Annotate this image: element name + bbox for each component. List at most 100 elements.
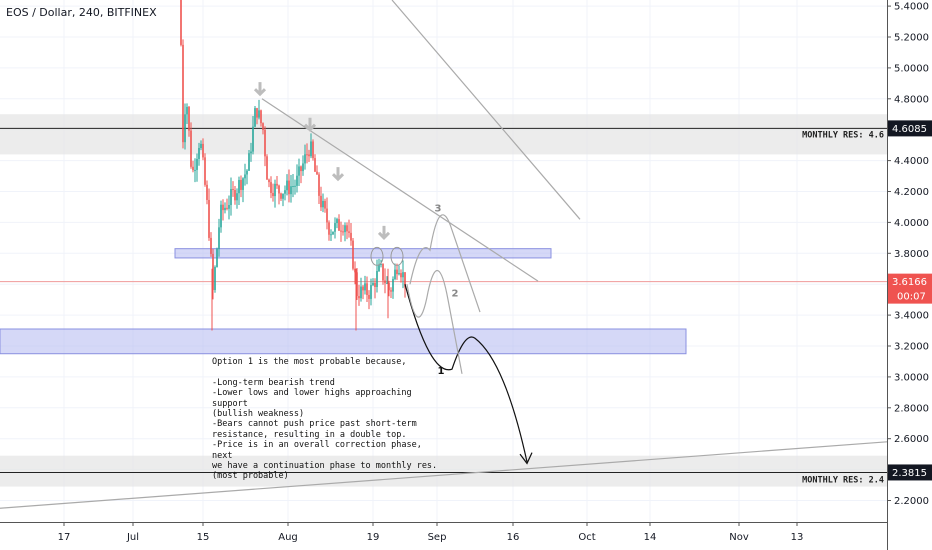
candle-body — [230, 188, 232, 206]
candle-body — [318, 174, 320, 196]
candle-body — [338, 219, 340, 231]
candle-body — [242, 178, 244, 190]
countdown-label: 00:07 — [897, 292, 926, 303]
high-arrow-icon — [303, 117, 317, 132]
high-arrow-icon — [331, 167, 345, 182]
level-price-tag — [888, 120, 932, 137]
candle-body — [272, 192, 274, 197]
candle-body — [308, 154, 310, 157]
candle-body — [240, 179, 242, 190]
candle-body — [300, 166, 302, 172]
candle-body — [280, 193, 282, 199]
time-tick-label: 14 — [644, 532, 657, 543]
rising-support-line — [0, 441, 888, 509]
scenario-1-arrow-icon — [519, 452, 533, 465]
time-tick-label: 19 — [367, 532, 380, 543]
high-arrow-icon — [377, 225, 391, 240]
candle-body — [270, 182, 272, 193]
candle-body — [370, 285, 372, 299]
level-price-label: 4.6085 — [892, 124, 927, 135]
candle-body — [182, 44, 184, 143]
scenario-label: 3 — [435, 204, 442, 215]
price-tick-label: 5.0000 — [894, 63, 929, 74]
time-tick-label: 13 — [791, 532, 804, 543]
price-tick-label: 2.6000 — [894, 434, 929, 445]
candle-body — [290, 186, 292, 195]
candle-body — [364, 283, 366, 291]
candle-body — [396, 269, 398, 275]
candle-body — [296, 175, 298, 186]
high-arrow-icon — [253, 82, 267, 97]
candle-body — [198, 148, 200, 159]
candle-body — [262, 123, 264, 130]
candle-body — [336, 219, 338, 224]
candle-body — [188, 106, 190, 131]
time-tick-label: Sep — [428, 532, 447, 543]
candle-body — [350, 232, 352, 241]
candle-body — [302, 163, 304, 172]
candle-body — [202, 143, 204, 158]
candle-body — [252, 126, 254, 152]
candle-body — [304, 154, 306, 164]
candle-body — [248, 153, 250, 171]
candle-body — [334, 223, 336, 232]
price-tick-label: 5.2000 — [894, 33, 929, 44]
price-tick-label: 2.8000 — [894, 403, 929, 414]
candle-body — [284, 190, 286, 194]
candle-body — [204, 157, 206, 185]
candle-body — [256, 108, 258, 118]
level-price-label: 2.3815 — [892, 468, 927, 479]
candle-body — [360, 286, 362, 299]
candle-body — [320, 195, 322, 208]
short-term-resistance-zone — [174, 248, 552, 259]
candles — [180, 0, 406, 331]
time-tick-label: 15 — [197, 532, 210, 543]
candle-body — [298, 166, 300, 176]
candle-body — [196, 158, 198, 170]
time-tick-label: 17 — [58, 532, 71, 543]
candle-body — [228, 205, 230, 209]
scenario-1-path — [404, 284, 528, 463]
candle-body — [354, 268, 356, 273]
price-tick-label: 4.8000 — [894, 94, 929, 105]
candle-body — [366, 283, 368, 295]
candle-body — [184, 114, 186, 143]
candle-body — [312, 141, 314, 159]
candle-body — [310, 141, 312, 157]
time-tick-label: Jul — [126, 532, 139, 543]
candle-body — [376, 270, 378, 287]
time-tick-label: Oct — [578, 532, 595, 543]
candle-body — [216, 248, 218, 268]
candle-body — [344, 225, 346, 233]
candle-body — [218, 227, 220, 249]
candle-body — [356, 272, 358, 297]
candle-body — [362, 286, 364, 291]
double-top-marker — [390, 246, 404, 266]
candle-body — [220, 204, 222, 228]
candle-body — [324, 200, 326, 209]
candle-body — [276, 183, 278, 186]
candle-body — [382, 263, 384, 281]
candle-body — [292, 185, 294, 187]
candle-body — [372, 282, 374, 286]
time-axis — [0, 522, 887, 550]
candle-body — [246, 170, 248, 175]
candle-body — [232, 188, 234, 191]
candle-body — [346, 225, 348, 232]
candle-body — [316, 171, 318, 175]
chart-title: EOS / Dollar, 240, BITFINEX — [6, 6, 157, 19]
candle-body — [282, 193, 284, 199]
candle-body — [358, 296, 360, 299]
current-price-label: 3.6166 — [892, 277, 927, 288]
candle-body — [212, 253, 214, 291]
candle-body — [244, 174, 246, 179]
candle-body — [352, 240, 354, 269]
candle-body — [210, 237, 212, 254]
candle-body — [264, 129, 266, 157]
level-price-tag — [888, 464, 932, 481]
price-tick-label: 2.2000 — [894, 496, 929, 507]
candle-body — [378, 264, 380, 271]
candle-body — [234, 190, 236, 201]
candle-body — [330, 234, 332, 236]
